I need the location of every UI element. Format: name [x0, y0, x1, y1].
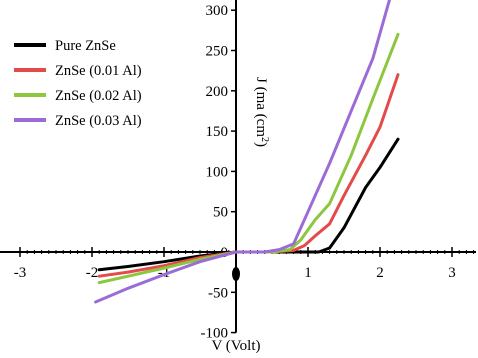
legend-label: ZnSe (0.03 Al)	[55, 113, 142, 129]
y-tick-label: 300	[206, 3, 229, 19]
y-axis-title-main: J (ma (cm	[253, 77, 269, 137]
x-tick-label: 2	[376, 265, 384, 281]
y-tick-label: 250	[206, 44, 229, 60]
y-axis-title-sup: 2	[260, 137, 271, 142]
origin-marker	[232, 267, 240, 281]
series-lines	[94, 0, 400, 304]
y-axis-title: J (ma (cm2)	[253, 77, 271, 147]
y-axis-title-close: )	[253, 142, 269, 147]
x-axis-title: V (Volt)	[211, 338, 260, 354]
x-tick-label: 1	[304, 265, 312, 281]
axes: -3-2-10123-100-5005010015020025030035040…	[0, 0, 476, 342]
series-line	[94, 0, 392, 304]
y-tick-label: 200	[206, 84, 229, 100]
y-tick-label: 50	[213, 205, 228, 221]
legend-label: Pure ZnSe	[55, 38, 116, 54]
legend-label: ZnSe (0.01 Al)	[55, 63, 142, 79]
series-line	[97, 32, 400, 285]
x-tick-label: 3	[448, 265, 456, 281]
y-tick-label: -100	[201, 326, 229, 342]
y-tick-label: -50	[208, 285, 228, 301]
series-line	[97, 73, 400, 278]
legend: Pure ZnSe ZnSe (0.01 Al) ZnSe (0.02 Al) ZnS…	[14, 38, 142, 129]
y-tick-label: 150	[206, 124, 229, 140]
legend-label: ZnSe (0.02 Al)	[55, 88, 142, 104]
x-tick-label: -3	[14, 265, 27, 281]
x-tick-label: -2	[86, 265, 99, 281]
y-tick-label: 100	[206, 164, 229, 180]
series-line	[97, 137, 400, 272]
